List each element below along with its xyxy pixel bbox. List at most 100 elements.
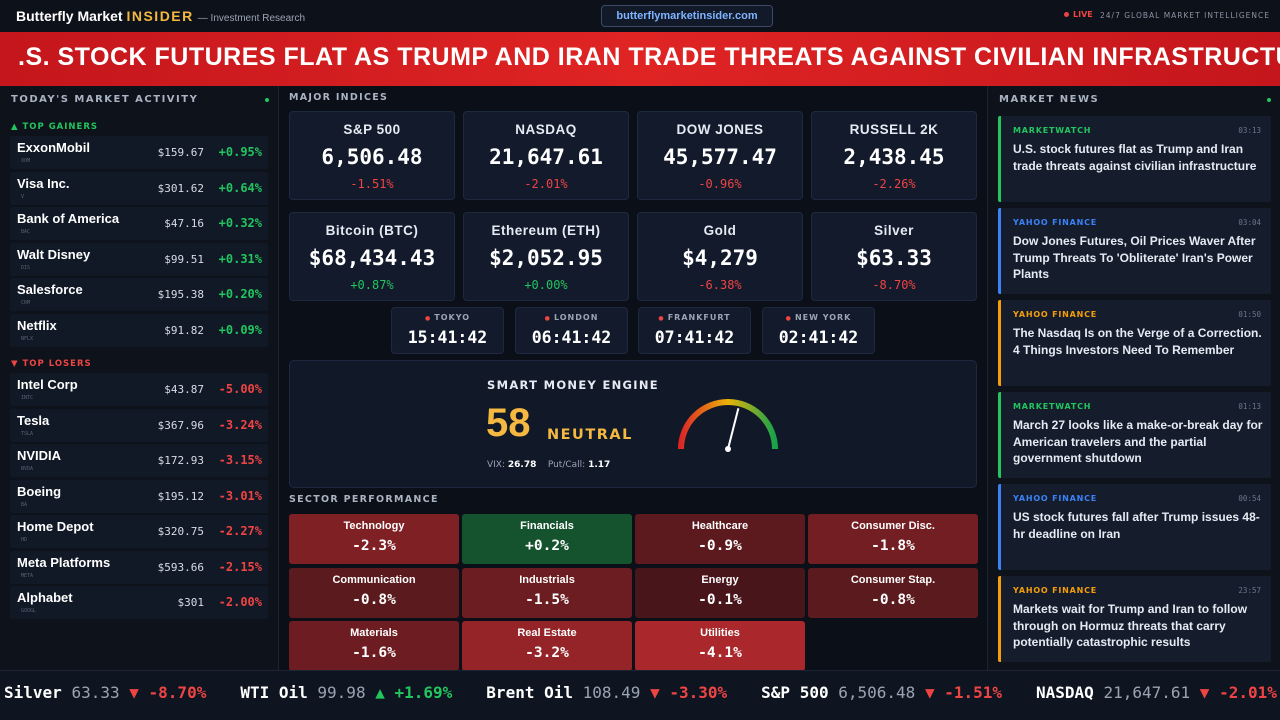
stock-row[interactable]: Bank of America BAC $47.16 +0.32%	[10, 207, 268, 240]
news-item[interactable]: YAHOO FINANCE 03:04 Dow Jones Futures, Oil…	[998, 208, 1271, 294]
stock-name: Intel Corp	[17, 377, 78, 392]
smart-money-score: 58	[486, 401, 531, 445]
sector-tile[interactable]: Technology -2.3%	[289, 514, 459, 564]
stock-ticker: DIS	[21, 264, 31, 271]
stock-ticker: NVDA	[21, 466, 34, 472]
sector-tile[interactable]: Healthcare -0.9%	[635, 514, 805, 564]
world-clock: ● NEW YORK 02:41:42	[762, 307, 875, 354]
sector-tile[interactable]: Materials -1.6%	[289, 621, 459, 671]
stock-price: $320.75	[157, 525, 204, 538]
stock-price: $593.66	[157, 560, 204, 574]
news-item[interactable]: YAHOO FINANCE 00:54 US stock futures fall …	[998, 484, 1271, 570]
stock-price: $43.87	[164, 383, 204, 396]
stock-name: Boeing	[17, 483, 62, 499]
sector-tile[interactable]: Communication -0.8%	[289, 567, 459, 618]
putcall-label: Put/Call:	[547, 460, 586, 470]
sector-tile[interactable]: Real Estate -3.2%	[462, 621, 632, 671]
stock-row[interactable]: Netflix NFLX $91.82 +0.09%	[10, 313, 268, 347]
live-label: LIVE	[1073, 10, 1093, 19]
stock-change: +0.64%	[218, 180, 262, 195]
status-dot-icon	[265, 98, 269, 102]
clock-dot-icon: ●	[658, 315, 668, 322]
sector-tile[interactable]: Consumer Disc. -1.8%	[808, 514, 978, 564]
news-headline: Markets wait for Trump and Iran to follo…	[1013, 602, 1248, 649]
ticker-value: 63.33	[71, 683, 120, 702]
vix-label: VIX:	[487, 460, 506, 470]
news-item[interactable]: YAHOO FINANCE 23:57 Markets wait for Trump…	[998, 576, 1271, 662]
index-change: +0.87%	[350, 278, 394, 292]
sector-name: Industrials	[519, 573, 575, 586]
news-time: 01:50	[1238, 310, 1261, 319]
stock-price: $301	[177, 596, 205, 609]
index-card[interactable]: Bitcoin (BTC) $68,434.43 +0.87%	[289, 212, 455, 301]
index-card[interactable]: Gold $4,279 -6.38%	[637, 212, 803, 301]
stock-change: -5.00%	[218, 382, 262, 396]
sector-change: -3.2%	[525, 645, 569, 661]
index-card[interactable]: Ethereum (ETH) $2,052.95 +0.00%	[463, 212, 629, 301]
ticker-value: 6,506.48	[838, 683, 916, 702]
ticker-row: Silver 63.33 ▼ -8.70% WTI Oil 99.98 ▲ +1.…	[4, 683, 1280, 702]
index-name: Bitcoin (BTC)	[325, 223, 419, 238]
news-time: 00:54	[1238, 494, 1261, 503]
news-item[interactable]: MARKETWATCH 03:13 U.S. stock futures flat …	[998, 116, 1271, 202]
sector-tile[interactable]: Energy -0.1%	[635, 567, 805, 618]
stock-price: $195.38	[157, 288, 204, 301]
ticker-item[interactable]: WTI Oil 99.98 ▲ +1.69%	[240, 683, 452, 702]
index-name: Ethereum (ETH)	[491, 223, 601, 238]
stock-name: Meta Platforms	[17, 554, 111, 570]
gauge-arc	[678, 399, 778, 450]
stock-name: Walt Disney	[17, 246, 91, 262]
news-item[interactable]: YAHOO FINANCE 01:50 The Nasdaq Is on the V…	[998, 300, 1271, 386]
clock-dot-icon: ●	[544, 315, 554, 322]
index-card[interactable]: Silver $63.33 -8.70%	[811, 212, 977, 301]
site-url-link[interactable]: butterflymarketinsider.com	[601, 5, 773, 27]
center-panel: MAJOR INDICES S&P 500 6,506.48 -1.51% NASDA…	[280, 86, 986, 671]
index-change: -2.01%	[524, 177, 568, 191]
index-card[interactable]: NASDAQ 21,647.61 -2.01%	[463, 111, 629, 200]
index-name: NASDAQ	[515, 122, 577, 137]
stock-row[interactable]: Walt Disney DIS $99.51 +0.31%	[10, 242, 268, 276]
stock-price: $47.16	[164, 217, 204, 230]
clock-dot-icon: ●	[424, 315, 435, 322]
index-card[interactable]: DOW JONES 45,577.47 -0.96%	[637, 111, 803, 200]
index-card[interactable]: S&P 500 6,506.48 -1.51%	[289, 111, 455, 200]
sector-name: Consumer Stap.	[850, 573, 936, 586]
stock-row[interactable]: NVIDIA NVDA $172.93 -3.15%	[10, 444, 268, 477]
stock-row[interactable]: Tesla TSLA $367.96 -3.24%	[10, 408, 268, 442]
sector-tile[interactable]: Financials +0.2%	[462, 514, 632, 564]
ticker-item[interactable]: NASDAQ 21,647.61 ▼ -2.01%	[1036, 683, 1277, 702]
smart-money-label: NEUTRAL	[547, 427, 633, 443]
clock-dot-icon: ●	[785, 315, 795, 322]
status-dot-icon	[1267, 98, 1271, 102]
clock-city: TOKYO	[434, 313, 471, 322]
stock-row[interactable]: Visa Inc. V $301.62 +0.64%	[10, 171, 268, 205]
sector-tile[interactable]: Industrials -1.5%	[462, 567, 632, 618]
stock-row[interactable]: ExxonMobil XOM $159.67 +0.95%	[10, 136, 268, 169]
ticker-arrow-icon: ▼	[650, 683, 660, 702]
index-value: $63.33	[856, 246, 932, 270]
news-item[interactable]: MARKETWATCH 01:13 March 27 looks like a ma…	[998, 392, 1271, 478]
index-card[interactable]: RUSSELL 2K 2,438.45 -2.26%	[811, 111, 977, 200]
stock-row[interactable]: Boeing BA $195.12 -3.01%	[10, 479, 268, 513]
sector-tile[interactable]: Utilities -4.1%	[635, 621, 805, 671]
live-dot-icon	[1064, 12, 1069, 17]
brand-logo[interactable]: Butterfly Market INSIDER — Investment Res…	[16, 8, 305, 24]
stock-row[interactable]: Alphabet GOOGL $301 -2.00%	[10, 586, 268, 619]
market-news-title: MARKET NEWS	[999, 94, 1100, 105]
index-value: 6,506.48	[321, 145, 423, 169]
index-name: S&P 500	[343, 122, 401, 137]
news-headline: US stock futures fall after Trump issues…	[1013, 510, 1260, 541]
ticker-item[interactable]: S&P 500 6,506.48 ▼ -1.51%	[761, 683, 1002, 702]
stock-row[interactable]: Intel Corp INTC $43.87 -5.00%	[10, 373, 268, 406]
sector-tile[interactable]: Consumer Stap. -0.8%	[808, 567, 978, 618]
ticker-arrow-icon: ▼	[924, 683, 935, 702]
clock-city-label: ● FRANKFURT	[639, 313, 750, 322]
headline-banner[interactable]: .S. STOCK FUTURES FLAT AS TRUMP AND IRAN…	[0, 32, 1280, 86]
ticker-item[interactable]: Silver 63.33 ▼ -8.70%	[4, 683, 206, 702]
stock-row[interactable]: Home Depot HD $320.75 -2.27%	[10, 515, 268, 548]
news-time: 01:13	[1238, 402, 1261, 411]
stock-row[interactable]: Salesforce CRM $195.38 +0.20%	[10, 278, 268, 311]
stock-row[interactable]: Meta Platforms META $593.66 -2.15%	[10, 550, 268, 584]
ticker-item[interactable]: Brent Oil 108.49 ▼ -3.30%	[486, 683, 727, 702]
stock-price: $159.67	[157, 146, 204, 159]
